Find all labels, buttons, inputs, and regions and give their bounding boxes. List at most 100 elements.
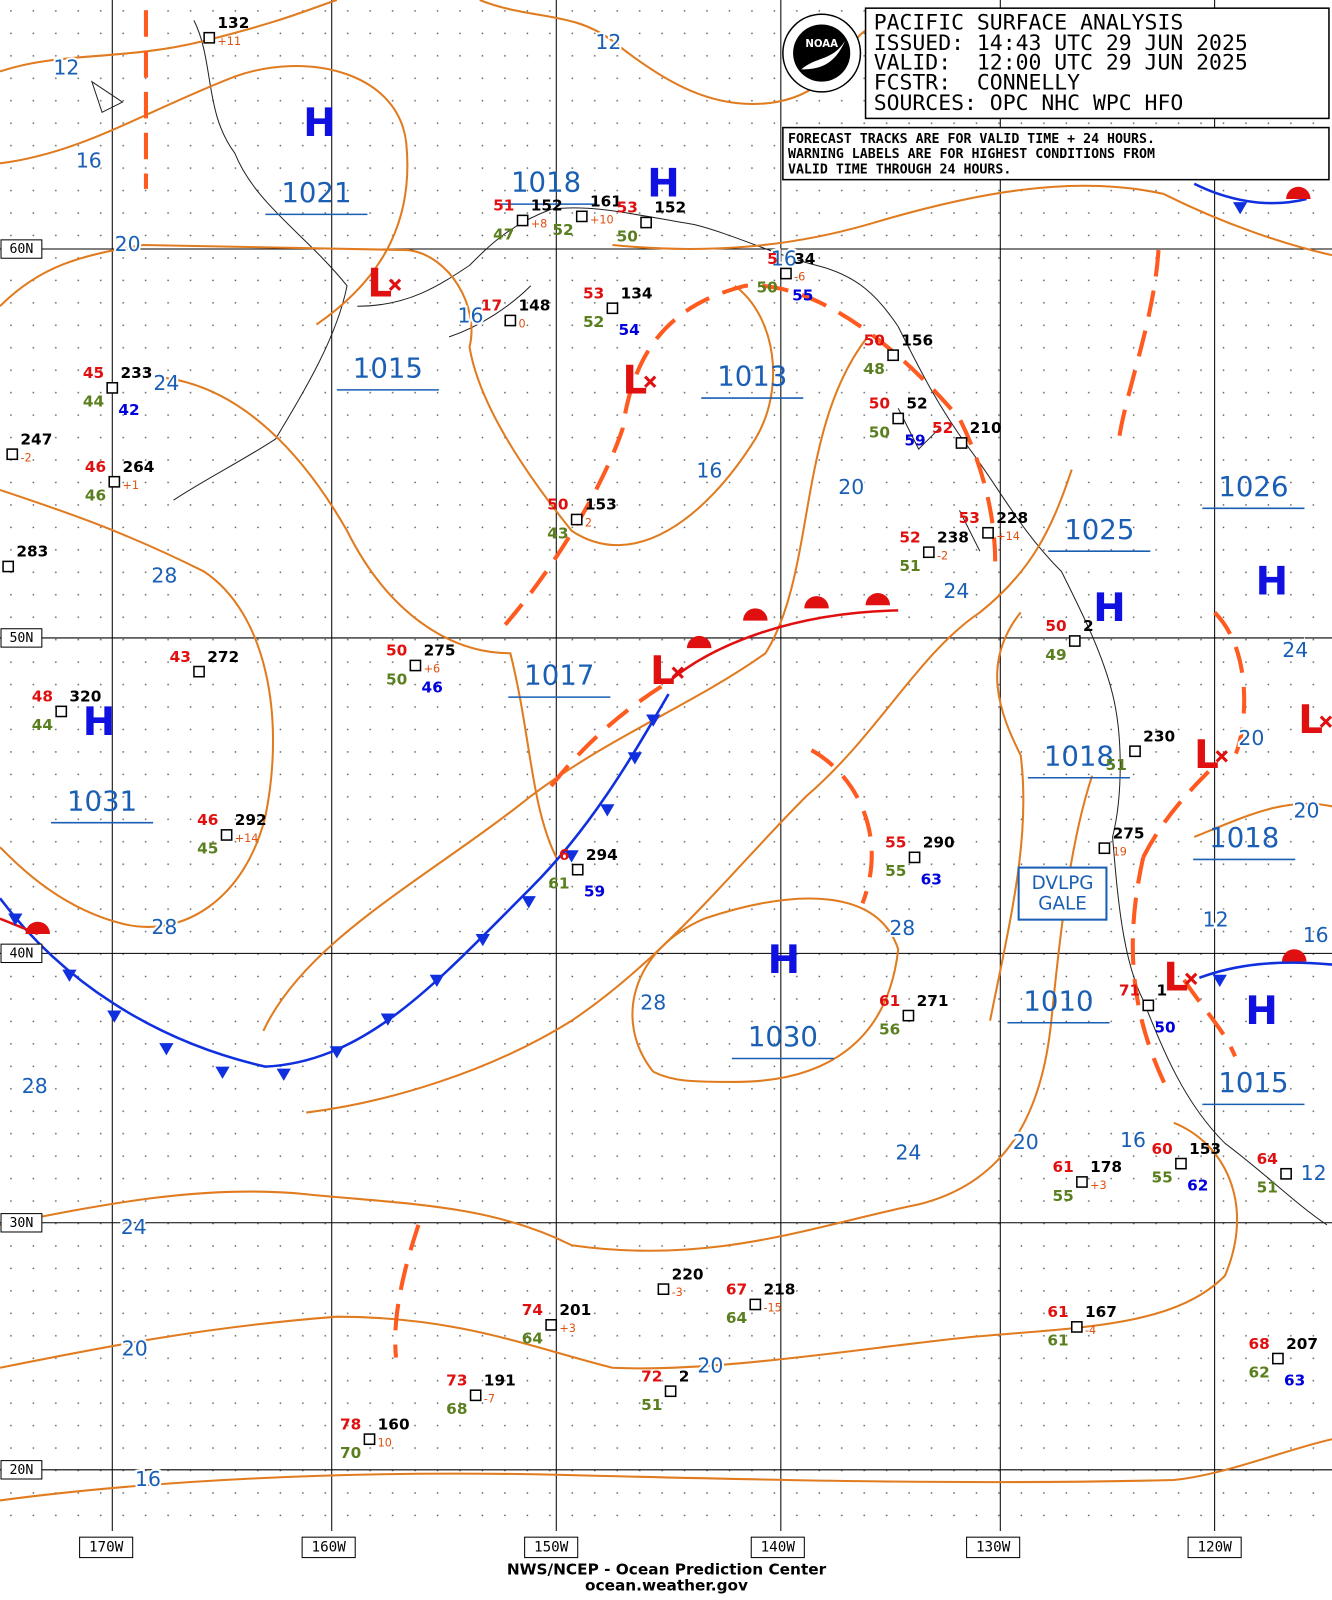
station-d: 50	[386, 670, 407, 688]
isobar-label: 28	[22, 1074, 48, 1098]
station-p: 207	[1286, 1335, 1318, 1353]
station-d: 51	[1106, 756, 1127, 774]
station-p: 218	[763, 1281, 795, 1299]
station-d: 48	[864, 360, 885, 378]
station-p: 201	[559, 1301, 591, 1319]
station-p: 2	[1083, 617, 1094, 635]
station-t: 46	[197, 811, 218, 829]
lon-label-box	[966, 1536, 1021, 1559]
station-marker	[887, 349, 899, 362]
station-t: 73	[446, 1372, 467, 1390]
station-tend: +14	[996, 530, 1020, 543]
low-center: L	[367, 261, 392, 306]
cold-front-pip	[62, 969, 77, 982]
station-p: 1	[1156, 982, 1167, 1000]
lon-label: 120W	[1197, 1539, 1232, 1555]
station-marker	[575, 210, 588, 223]
station-p: 156	[901, 331, 933, 349]
station-p: 220	[672, 1265, 704, 1283]
station-p: 152	[654, 199, 686, 217]
station-marker	[955, 437, 968, 449]
station-tend: -3	[672, 1286, 683, 1299]
station-d: 44	[32, 716, 53, 734]
low-cross	[643, 375, 657, 388]
station-p: 233	[120, 364, 152, 382]
lat-label-box	[0, 628, 43, 648]
high-center: H	[1256, 559, 1288, 604]
station-w: 55	[792, 287, 813, 305]
lat-label: 40N	[9, 946, 33, 961]
isobar-label: 20	[1238, 726, 1264, 750]
lat-label: 60N	[9, 242, 33, 257]
station-d: 50	[869, 423, 890, 441]
station-t: 50	[547, 496, 568, 514]
station-w: 63	[1284, 1372, 1305, 1390]
station-marker	[6, 448, 19, 461]
station-p: 34	[794, 250, 815, 268]
cold-front-pip	[159, 1043, 174, 1056]
station-marker	[545, 1318, 558, 1331]
station-p: 271	[917, 992, 949, 1010]
cold-front-pip	[1212, 974, 1227, 988]
cold-front-pip	[380, 1013, 396, 1026]
station-t: 61	[1047, 1303, 1068, 1321]
station-marker	[1098, 842, 1111, 855]
isobar-label: 20	[1013, 1130, 1039, 1154]
low-cross	[1184, 972, 1198, 986]
header-sources: SOURCES: OPC NHC WPC HFO	[874, 91, 1184, 116]
low-center: L	[623, 358, 648, 403]
station-p: 290	[923, 834, 955, 852]
logo: NOAA	[805, 39, 838, 50]
station-d: 61	[1047, 1332, 1068, 1350]
station-tend: +3	[559, 1322, 576, 1335]
lat-label-box	[0, 1460, 43, 1480]
lat-label-box	[0, 1213, 43, 1233]
isobar-label: 16	[135, 1467, 161, 1491]
station-p: 2	[679, 1367, 690, 1385]
high-center: H	[1245, 989, 1277, 1034]
station-t: 61	[879, 992, 900, 1010]
station-w: 42	[118, 401, 139, 419]
station-t: 50	[386, 642, 407, 660]
cold-front-pip	[521, 896, 536, 909]
station-marker	[640, 216, 652, 229]
pressure-label: 1010	[1023, 985, 1093, 1017]
station-t: 72	[641, 1367, 662, 1385]
station-p: 161	[590, 193, 622, 211]
warm-front-pip	[804, 596, 829, 609]
station-tend: -4	[1085, 1324, 1096, 1337]
station-d: 62	[1248, 1363, 1269, 1381]
lon-label: 140W	[761, 1539, 796, 1555]
station-marker	[1280, 1167, 1292, 1180]
station-tend: 2	[585, 517, 592, 530]
isobar-label: 16	[458, 303, 484, 327]
graticule	[0, 0, 1332, 1532]
station-marker	[203, 31, 216, 44]
station-t: 17	[481, 297, 502, 315]
lat-label-box	[0, 943, 43, 964]
station-t: 43	[170, 648, 191, 666]
station-marker	[780, 267, 792, 280]
isobars	[0, 0, 1332, 1502]
lat-label: 50N	[9, 631, 33, 646]
station-d: 45	[197, 840, 218, 858]
isobar-label: 12	[1301, 1161, 1327, 1185]
station-marker	[2, 560, 15, 573]
warm-front-pip	[1286, 186, 1311, 200]
warning-box: DVLPG GALE	[1017, 866, 1108, 921]
station-tend: -2	[20, 451, 31, 464]
station-t: 50	[864, 331, 885, 349]
notice-line: WARNING LABELS ARE FOR HIGHEST CONDITION…	[788, 147, 1155, 162]
station-tend: +3	[1090, 1179, 1107, 1192]
station-p: 283	[16, 543, 48, 561]
pressure-label: 1026	[1218, 471, 1288, 503]
pressure-label: 1018	[511, 167, 581, 199]
notice-line: FORECAST TRACKS ARE FOR VALID TIME + 24 …	[788, 132, 1155, 147]
station-tend: -15	[763, 1302, 781, 1315]
lon-label-box	[1187, 1536, 1242, 1559]
cold-front-pip	[475, 933, 490, 947]
lon-label: 150W	[534, 1539, 569, 1555]
station-t: 50	[869, 395, 890, 413]
station-p: 238	[937, 528, 969, 546]
station-d: 47	[493, 225, 514, 243]
